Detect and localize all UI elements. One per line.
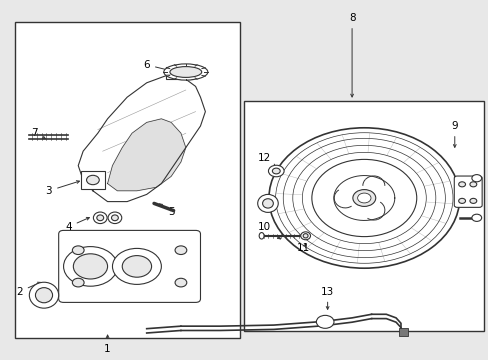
Text: 1: 1 <box>104 335 111 354</box>
Ellipse shape <box>303 234 307 238</box>
Circle shape <box>458 182 465 187</box>
Circle shape <box>469 182 476 187</box>
Ellipse shape <box>268 165 284 177</box>
Bar <box>166 67 193 79</box>
Text: 4: 4 <box>65 217 89 232</box>
Text: 8: 8 <box>348 13 355 97</box>
Ellipse shape <box>300 232 310 240</box>
Circle shape <box>86 175 99 185</box>
Circle shape <box>63 247 117 286</box>
FancyBboxPatch shape <box>453 176 481 207</box>
Circle shape <box>471 175 481 182</box>
Bar <box>398 328 407 336</box>
Circle shape <box>458 198 465 203</box>
Ellipse shape <box>259 233 264 239</box>
Polygon shape <box>333 176 394 220</box>
Ellipse shape <box>170 67 201 77</box>
Bar <box>81 171 105 189</box>
Circle shape <box>268 128 459 268</box>
Ellipse shape <box>29 282 59 308</box>
Bar <box>244 101 483 331</box>
Text: 13: 13 <box>320 287 334 309</box>
Ellipse shape <box>97 215 103 221</box>
Text: 7: 7 <box>31 128 45 139</box>
Polygon shape <box>107 119 185 191</box>
Text: 11: 11 <box>296 243 309 253</box>
Text: 3: 3 <box>45 181 79 196</box>
Ellipse shape <box>93 212 107 224</box>
Circle shape <box>471 214 481 221</box>
Circle shape <box>72 246 84 255</box>
Ellipse shape <box>35 288 52 303</box>
Ellipse shape <box>257 194 278 212</box>
Text: 9: 9 <box>450 121 457 147</box>
Circle shape <box>112 248 161 284</box>
Bar <box>15 22 239 338</box>
Ellipse shape <box>272 168 280 174</box>
Circle shape <box>316 315 333 328</box>
Ellipse shape <box>262 199 273 208</box>
Circle shape <box>175 278 186 287</box>
Ellipse shape <box>111 215 118 221</box>
Circle shape <box>73 254 107 279</box>
FancyBboxPatch shape <box>59 230 200 302</box>
Circle shape <box>175 246 186 255</box>
Ellipse shape <box>108 212 122 224</box>
Text: 10: 10 <box>257 222 280 239</box>
Text: 12: 12 <box>257 153 275 167</box>
Circle shape <box>311 159 416 237</box>
Text: 2: 2 <box>16 282 41 297</box>
Circle shape <box>357 193 370 203</box>
Polygon shape <box>78 76 205 202</box>
Circle shape <box>72 278 84 287</box>
Circle shape <box>122 256 151 277</box>
Ellipse shape <box>163 64 207 80</box>
Text: 6: 6 <box>143 60 172 72</box>
Circle shape <box>469 198 476 203</box>
Text: 5: 5 <box>159 204 174 217</box>
Circle shape <box>352 190 375 206</box>
